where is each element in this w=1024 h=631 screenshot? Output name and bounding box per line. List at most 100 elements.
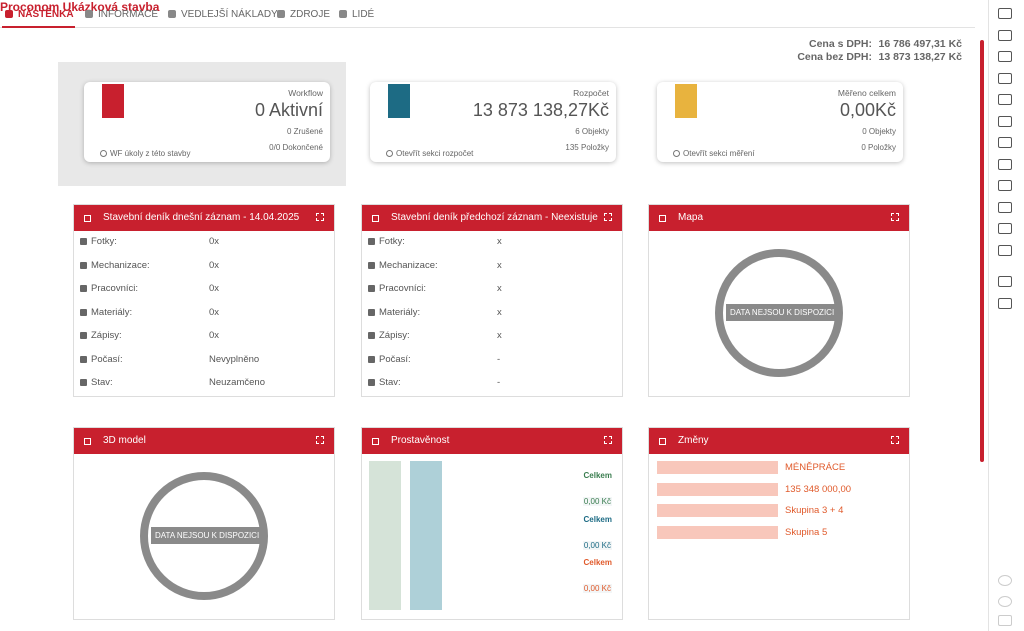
progress-value: 0,00 Kč — [582, 497, 612, 506]
card-link[interactable]: WF úkoly z této stavby — [110, 149, 191, 158]
tab-label[interactable]: NÁSTĚNKA — [18, 9, 74, 20]
progress-bar — [410, 461, 442, 610]
tab-label[interactable]: ZDROJE — [290, 9, 330, 20]
card-line: 0 Položky — [861, 143, 896, 152]
tab[interactable]: INFORMACE — [85, 9, 158, 20]
panel-title: Změny — [678, 435, 709, 446]
sidebar-icon[interactable] — [998, 223, 1012, 234]
price-label: Cena bez DPH: — [797, 51, 872, 63]
sidebar-border — [988, 0, 989, 631]
panel-icon — [372, 215, 379, 222]
card-link[interactable]: Otevřít sekci měření — [683, 149, 755, 158]
expand-button[interactable] — [604, 436, 612, 444]
panel-icon — [84, 438, 91, 445]
row-icon — [80, 238, 87, 245]
card-link-icon — [386, 150, 393, 157]
card-line: 0 Zrušené — [286, 127, 323, 136]
scrollbar[interactable] — [980, 40, 984, 462]
card-value: 0 Aktivní — [254, 100, 323, 120]
empty-circle — [715, 249, 843, 377]
change-label[interactable]: Skupina 5 — [785, 526, 828, 538]
expand-button[interactable] — [891, 213, 899, 221]
summary-card[interactable] — [84, 82, 330, 162]
panel-title: Mapa — [678, 212, 704, 223]
row-label: Stav: — [379, 377, 401, 388]
summary-card[interactable] — [370, 82, 616, 162]
panel-header: Změny — [649, 428, 909, 454]
panel-header: Mapa — [649, 205, 909, 231]
expand-button[interactable] — [891, 436, 899, 444]
panel: Stavební deník dnešní záznam - 14.04.202… — [73, 204, 335, 397]
tab-icon — [5, 10, 13, 18]
change-label[interactable]: Skupina 3 + 4 — [785, 505, 844, 516]
sidebar-icon[interactable] — [998, 575, 1012, 586]
change-bar — [657, 482, 778, 496]
change-label[interactable]: MÉNĚPRÁCE — [785, 462, 846, 473]
row-icon — [368, 285, 375, 292]
row-label: Počasí: — [91, 353, 123, 365]
card-line: 0 Objekty — [862, 127, 896, 136]
tab[interactable]: ZDROJE — [277, 9, 330, 20]
sidebar-icon[interactable] — [998, 94, 1012, 105]
tab-label[interactable]: VEDLEJŠÍ NÁKLADY — [181, 9, 278, 20]
row-value: 0x — [209, 306, 220, 318]
card-value: 0,00Kč — [839, 100, 896, 120]
sidebar-icon[interactable] — [998, 8, 1012, 19]
sidebar-icon[interactable] — [998, 158, 1012, 170]
row-label: Stav: — [91, 377, 113, 388]
sidebar-icon[interactable] — [998, 115, 1012, 127]
expand-button[interactable] — [316, 436, 324, 444]
tab[interactable]: LIDÉ — [339, 9, 374, 20]
panel: Prostavěnost — [361, 427, 623, 620]
panel: Změny — [648, 427, 910, 620]
tab-label[interactable]: LIDÉ — [352, 9, 375, 20]
sidebar-icon[interactable] — [998, 72, 1012, 84]
panel-icon — [372, 438, 379, 445]
sidebar-icon[interactable] — [998, 596, 1012, 607]
sidebar-icon[interactable] — [998, 201, 1012, 213]
sidebar-icon[interactable] — [998, 615, 1012, 626]
row-label: Zápisy: — [379, 330, 410, 341]
row-label: Pracovníci: — [379, 283, 426, 294]
project-title: Proconom Ukázková stavba — [0, 0, 160, 14]
price-value: 16 786 497,31 Kč — [878, 38, 963, 50]
tab-label[interactable]: INFORMACE — [98, 9, 158, 20]
expand-button[interactable] — [604, 213, 612, 221]
tab-icon — [85, 10, 93, 18]
change-bar — [657, 504, 778, 517]
tab[interactable]: VEDLEJŠÍ NÁKLADY — [168, 9, 278, 20]
sidebar-icon[interactable] — [998, 244, 1012, 256]
sidebar-icon[interactable] — [998, 51, 1012, 62]
row-label: Materiály: — [91, 306, 133, 318]
expand-button[interactable] — [316, 213, 324, 221]
card-line: 6 Objekty — [575, 127, 609, 136]
change-bar — [657, 461, 778, 474]
price-value: 13 873 138,27 Kč — [878, 51, 963, 63]
card-link-icon — [100, 150, 107, 157]
sidebar-icon[interactable] — [998, 137, 1012, 148]
panel-title: Stavební deník dnešní záznam - 14.04.202… — [103, 212, 300, 223]
tab[interactable]: NÁSTĚNKA — [5, 9, 74, 20]
row-icon — [80, 332, 87, 339]
sidebar-icon[interactable] — [998, 276, 1012, 287]
row-value: 0x — [209, 283, 220, 294]
tab-bar — [0, 0, 975, 28]
sidebar-icon[interactable] — [998, 297, 1012, 309]
row-value: 0x — [209, 259, 220, 271]
card-link[interactable]: Otevřít sekci rozpočet — [396, 149, 474, 158]
sidebar-icon[interactable] — [998, 180, 1012, 191]
row-icon — [368, 238, 375, 245]
row-value: x — [497, 259, 502, 271]
summary-card[interactable] — [657, 82, 903, 162]
change-label[interactable]: 135 348 000,00 — [785, 483, 852, 495]
row-value: - — [497, 377, 501, 388]
tab-icon — [339, 10, 347, 18]
sidebar-icon[interactable] — [998, 29, 1012, 41]
panel-icon — [659, 215, 666, 222]
row-icon — [368, 308, 375, 316]
row-icon — [80, 355, 87, 363]
price-label: Cena s DPH: — [808, 38, 872, 50]
row-value: Neuzamčeno — [209, 377, 265, 388]
panel-icon — [84, 215, 91, 222]
